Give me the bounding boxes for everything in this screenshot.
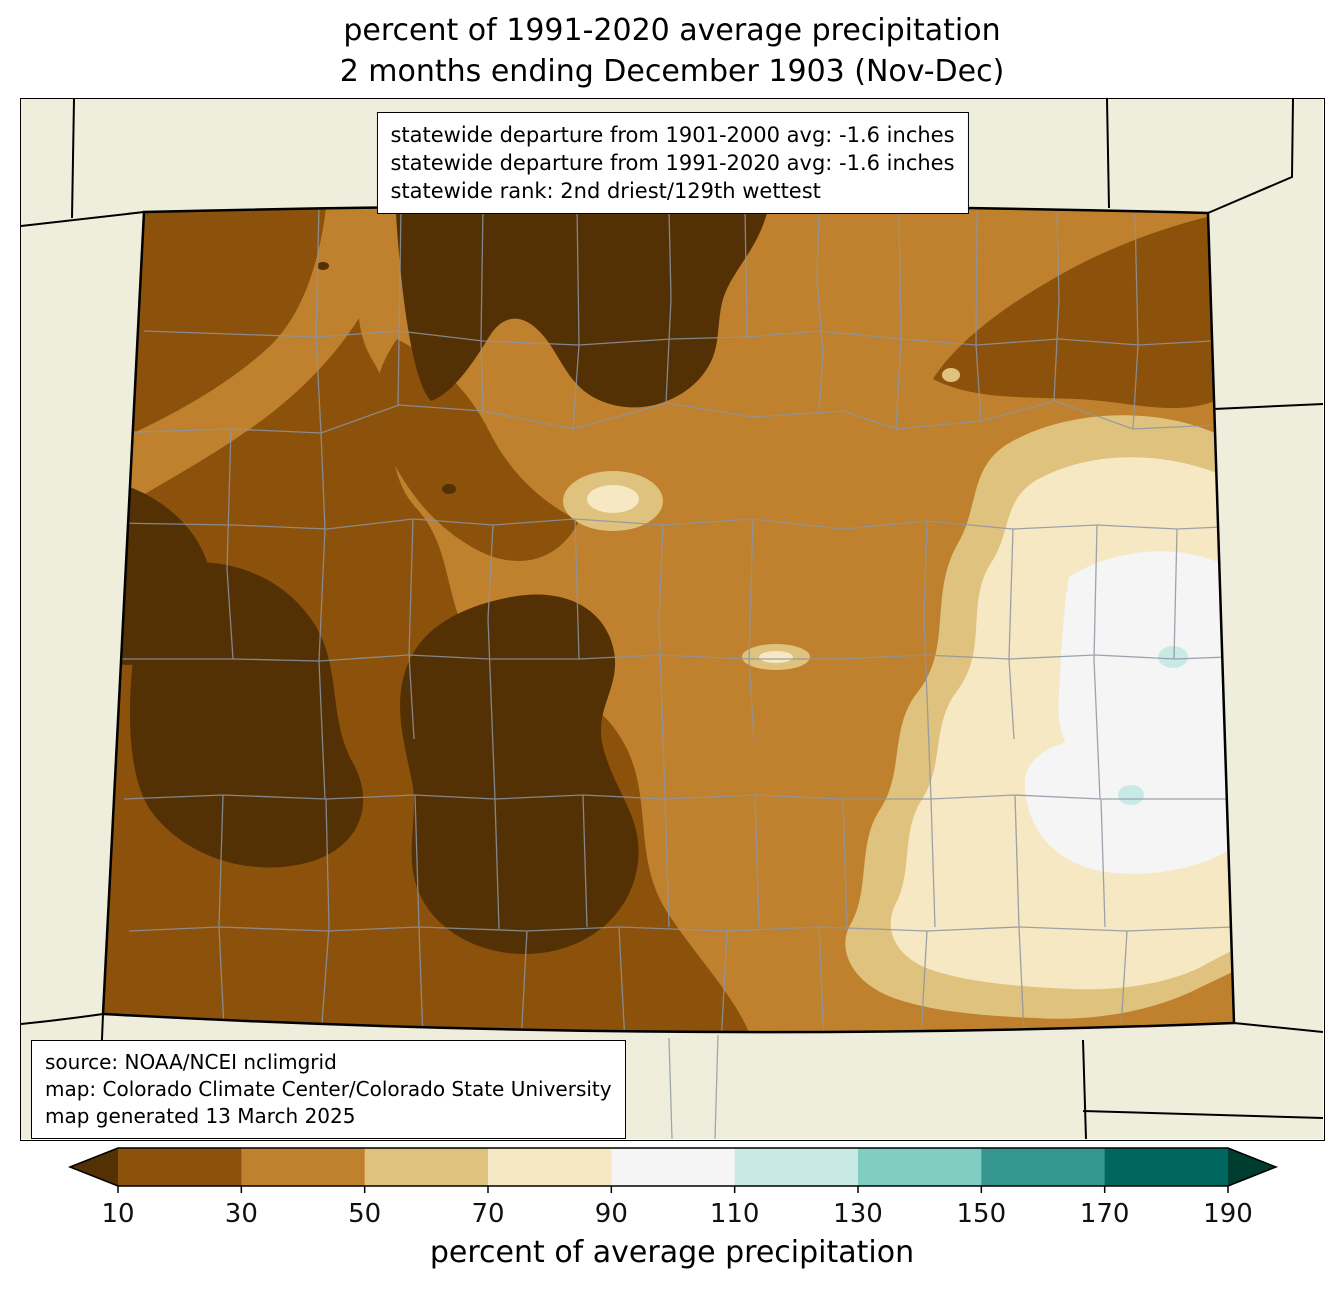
border-topleft-vertical [71, 99, 75, 219]
teal-spot-upper-110-130 [1158, 646, 1188, 668]
colorbar-segment [1104, 1148, 1229, 1186]
colorbar-tick-label: 110 [710, 1199, 760, 1229]
colorbar-tick-label: 90 [595, 1199, 628, 1229]
dark-speck-4 [559, 855, 569, 863]
minor-line-south-1 [668, 1037, 673, 1139]
border-topright [1207, 99, 1294, 214]
colorbar-segment [241, 1148, 366, 1186]
colorbar-tick-label: 50 [348, 1199, 381, 1229]
colorbar-tick-label: 190 [1203, 1199, 1253, 1229]
stats-line-departure-1901: statewide departure from 1901-2000 avg: … [390, 123, 955, 147]
stats-line-rank: statewide rank: 2nd driest/129th wettest [390, 179, 821, 203]
colorbar-tick-label: 10 [101, 1199, 134, 1229]
colorbar-over-arrow [1228, 1148, 1276, 1186]
title-line-1: percent of 1991-2020 average precipitati… [343, 13, 1001, 48]
dark-speck-3 [551, 653, 563, 661]
border-ne-ks [1213, 403, 1323, 410]
border-37n-east [1233, 1022, 1323, 1033]
colorbar-tick-label: 150 [957, 1199, 1007, 1229]
colorbar-tick-label: 130 [833, 1199, 883, 1229]
credits-box: source: NOAA/NCEI nclimgrid map: Colorad… [31, 1040, 626, 1139]
region-channel-30-50 [103, 205, 405, 519]
colorbar-tick-label: 170 [1080, 1199, 1130, 1229]
east-center-spot-70-90 [759, 651, 793, 663]
center-spot-70-90 [587, 485, 639, 513]
minor-line-south-2 [714, 1034, 719, 1139]
regions-under-10 [103, 205, 771, 954]
border-41n-west [21, 211, 145, 227]
colorbar-tick-label: 70 [471, 1199, 504, 1229]
title-line-2: 2 months ending December 1903 (Nov-Dec) [339, 54, 1005, 89]
region-north-darkest [395, 205, 771, 408]
credits-generated: map generated 13 March 2025 [45, 1104, 356, 1128]
county-lines [106, 205, 1234, 1033]
colorbar-axis-label: percent of average precipitation [429, 1235, 915, 1270]
colorbar-svg: 10 30 50 70 90 110 130 150 170 190 [67, 1147, 1279, 1229]
colorado-precipitation-map [21, 99, 1323, 1139]
border-wy-ne [1106, 99, 1110, 209]
teal-spot-lower-110-130 [1118, 785, 1144, 805]
map-frame: statewide departure from 1901-2000 avg: … [20, 98, 1325, 1141]
colorbar-segment [981, 1148, 1106, 1186]
border-37n-west [21, 1013, 104, 1025]
region-northeast-dark-10-30 [933, 217, 1215, 409]
region-southwest-darkest [129, 562, 364, 868]
colorbar-segment [734, 1148, 859, 1186]
stats-line-departure-1991: statewide departure from 1991-2020 avg: … [390, 151, 955, 175]
precip-regions [103, 205, 1234, 1033]
region-southcenter-darkest [400, 594, 639, 954]
colorbar-under-arrow [70, 1148, 118, 1186]
colorbar-segment [858, 1148, 982, 1186]
dark-speck-2 [442, 484, 456, 494]
region-white-lower-90-110 [1024, 736, 1234, 874]
border-ok-tx [1082, 1110, 1323, 1119]
region-bridge-10-30 [374, 339, 579, 561]
statewide-stats-box: statewide departure from 1901-2000 avg: … [376, 112, 969, 214]
northeast-spot-50-70 [942, 368, 960, 382]
colorbar-segment [118, 1148, 242, 1186]
colorbar-segment [611, 1148, 736, 1186]
colorbar-segments [118, 1148, 1229, 1186]
colorbar-ticks: 10 30 50 70 90 110 130 150 170 190 [101, 1186, 1253, 1229]
credits-source: source: NOAA/NCEI nclimgrid [45, 1050, 337, 1074]
dark-speck-1 [317, 262, 329, 270]
border-nm-ok [1082, 1039, 1087, 1139]
credits-map: map: Colorado Climate Center/Colorado St… [45, 1077, 612, 1101]
colorbar-tick-label: 30 [225, 1199, 258, 1229]
colorbar: 10 30 50 70 90 110 130 150 170 190 [0, 1146, 1344, 1232]
colorbar-segment [488, 1148, 612, 1186]
neighbor-minor-lines [668, 1034, 719, 1139]
map-title: percent of 1991-2020 average precipitati… [0, 10, 1344, 92]
colorbar-segment [364, 1148, 489, 1186]
